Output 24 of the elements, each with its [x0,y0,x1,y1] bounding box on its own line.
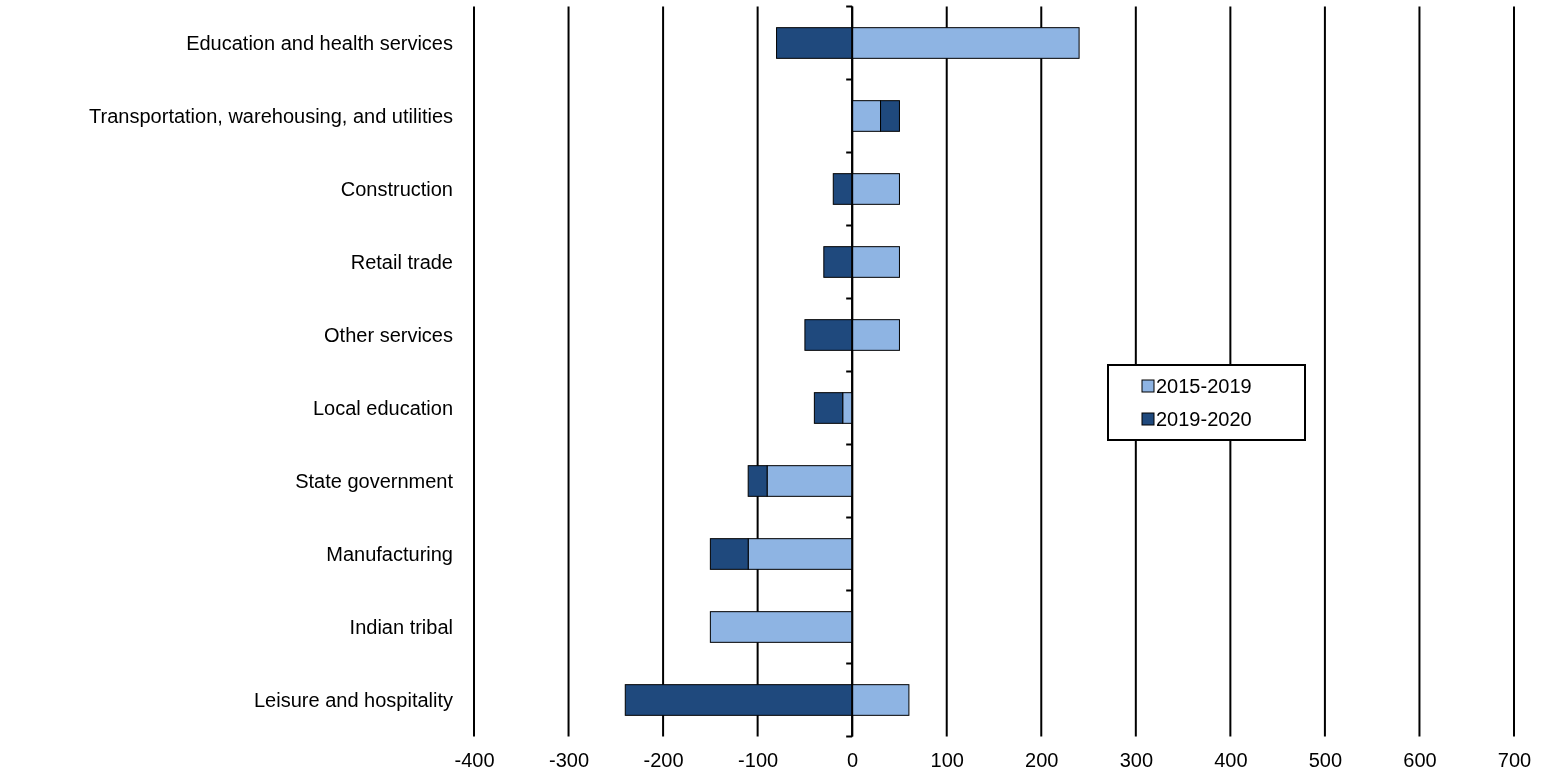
x-tick-label: 500 [1308,748,1343,771]
y-tick-label: Indian tribal [349,616,453,638]
x-tick-label: 200 [1025,748,1059,771]
x-tick-label: -300 [549,748,590,771]
legend-label: 2015-2019 [1156,375,1252,397]
y-tick-label: Manufacturing [326,543,453,565]
x-tick-label: 400 [1214,748,1248,771]
y-tick-label: Leisure and hospitality [253,689,453,711]
y-tick-label: Retail trade [350,251,453,273]
y-tick-label: Other services [324,324,453,346]
y-tick-label: State government [295,470,454,492]
y-tick-label: Education and health services [186,32,453,54]
x-tick-label: -200 [643,748,684,771]
x-tick-label: -400 [454,748,495,771]
legend-label: 2019-2020 [1156,408,1252,430]
x-tick-label: -100 [738,748,779,771]
x-tick-label: 700 [1497,748,1532,771]
x-tick-label: 100 [930,748,964,771]
x-tick-label: 300 [1119,748,1154,771]
y-tick-label: Local education [312,397,453,419]
x-tick-label: 600 [1403,748,1437,771]
x-tick-label: 0 [847,748,859,771]
y-tick-label: Construction [340,178,453,200]
y-tick-label: Transportation, warehousing, and utilities [89,105,453,127]
